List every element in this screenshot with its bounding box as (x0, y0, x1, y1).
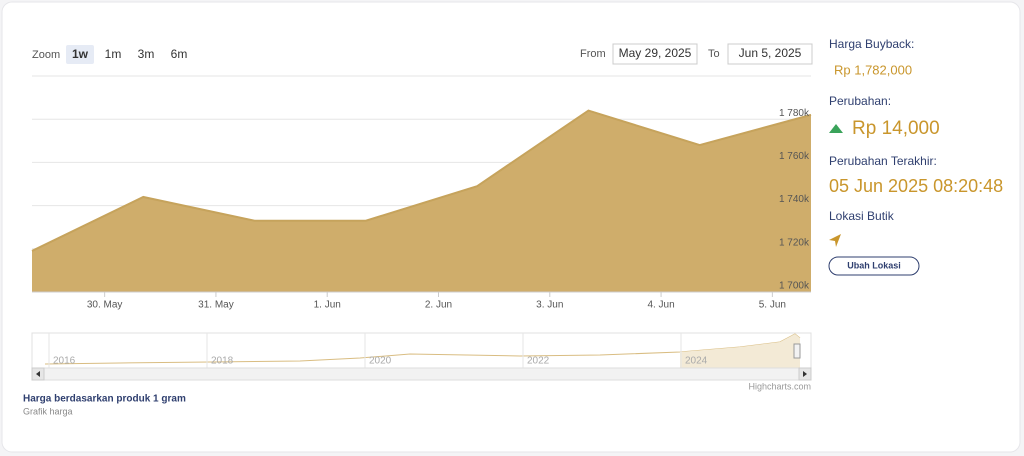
zoom-button[interactable]: 1w (72, 47, 89, 61)
x-tick-label: 2. Jun (425, 300, 452, 311)
from-value[interactable]: May 29, 2025 (619, 46, 692, 60)
area (32, 110, 811, 292)
buyback-value: Rp 1,782,000 (834, 62, 912, 77)
x-tick-label: 30. May (87, 300, 123, 311)
location-icon (829, 234, 841, 247)
arrow (803, 371, 807, 377)
change-label: Perubahan: (829, 94, 891, 108)
scrollbar[interactable] (31, 367, 812, 381)
arrow (36, 371, 40, 377)
y-tick-label: 1 760k (779, 151, 810, 162)
navigator-label: 2018 (211, 356, 234, 367)
plot: 1 700k 1 720k 1 740k 1 760k 1 780k 30. May 31.… (31, 75, 812, 311)
zoom-button-bg[interactable] (66, 45, 94, 64)
location-button[interactable] (828, 256, 920, 276)
footer-title: Harga berdasarkan produk 1 gram (23, 394, 186, 405)
zoom-button[interactable]: 6m (171, 47, 188, 61)
navigator-labels: 2016 2018 2020 2022 2024 (48, 333, 708, 368)
x-tick-label: 1. Jun (314, 300, 341, 311)
buyback-label: Harga Buyback: (829, 37, 914, 51)
x-tick-label: 31. May (198, 300, 234, 311)
from-label: From (580, 48, 606, 60)
credit[interactable]: Highcharts.com (748, 381, 811, 391)
y-tick-label: 1 720k (779, 237, 810, 248)
location-label: Lokasi Butik (829, 209, 895, 223)
from-input[interactable] (612, 43, 698, 65)
to-input[interactable] (727, 43, 813, 65)
change-value: Rp 14,000 (852, 118, 940, 139)
navigator-handle[interactable] (793, 343, 801, 359)
y-tick-label: 1 700k (779, 281, 810, 292)
up-icon (829, 124, 843, 133)
zoom-button[interactable]: 1m (105, 47, 122, 61)
zoom-label: Zoom (32, 49, 60, 61)
navigator-label: 2022 (527, 356, 550, 367)
x-tick-label: 3. Jun (536, 300, 563, 311)
to-label: To (708, 48, 720, 60)
last-change-label: Perubahan Terakhir: (829, 154, 937, 168)
to-value[interactable]: Jun 5, 2025 (739, 46, 802, 60)
navigator-label: 2024 (685, 356, 708, 367)
x-tick-label: 5. Jun (759, 300, 786, 311)
footer-subtitle: Grafik harga (23, 406, 73, 416)
y-tick-label: 1 740k (779, 194, 810, 205)
zoom-buttons: 1w 1m 3m 6m (66, 45, 187, 64)
navigator-label: 2016 (53, 356, 76, 367)
zoom-button[interactable]: 3m (138, 47, 155, 61)
navigator-label: 2020 (369, 356, 392, 367)
x-tick-label: 4. Jun (647, 300, 674, 311)
y-tick-label: 1 780k (779, 108, 810, 119)
last-change-value: 05 Jun 2025 08:20:48 (829, 176, 1003, 196)
line (31, 109, 812, 252)
navigator-mask (680, 334, 800, 368)
location-button-text[interactable]: Ubah Lokasi (847, 260, 901, 270)
